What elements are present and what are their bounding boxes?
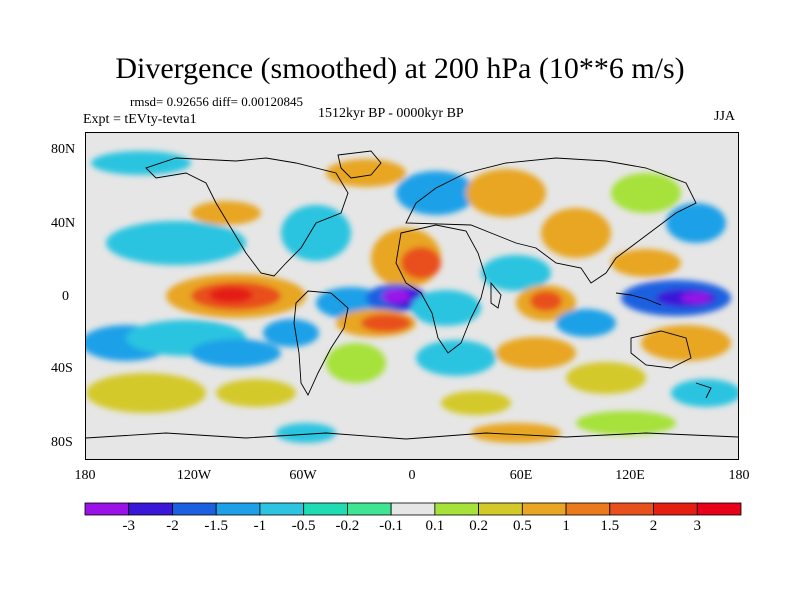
colorbar-label: -0.1 xyxy=(379,518,403,534)
lat-tick-label: 0 xyxy=(62,289,69,304)
colorbar-label: -3 xyxy=(122,518,135,534)
lat-tick-label: 80N xyxy=(51,142,76,157)
stats-text: rmsd= 0.92656 diff= 0.00120845 xyxy=(130,94,303,109)
colorbar-swatch xyxy=(84,502,130,516)
colorbar-swatch xyxy=(696,502,742,516)
coastlines xyxy=(86,150,738,440)
colorbar-swatch xyxy=(521,502,567,516)
lon-tick-label: 60W xyxy=(289,468,317,483)
colorbar-swatch xyxy=(172,502,217,516)
colorbar-label: 1 xyxy=(562,518,570,534)
colorbar xyxy=(84,502,742,516)
colorbar-swatch xyxy=(128,502,173,516)
colorbar-label: -1.5 xyxy=(204,518,229,534)
colorbar-label: 0.1 xyxy=(425,518,445,534)
lon-tick-label: 180 xyxy=(74,468,96,483)
colorbar-swatch xyxy=(259,502,305,516)
colorbar-swatch xyxy=(390,502,436,516)
lat-tick-label: 80S xyxy=(51,435,73,450)
colorbar-swatch xyxy=(653,502,698,516)
divergence-map xyxy=(86,133,738,459)
experiment-label: Expt = tEVty-tevta1 xyxy=(83,112,197,127)
colorbar-swatch xyxy=(303,502,348,516)
lon-tick-label: 120W xyxy=(176,468,212,483)
colorbar-label: 3 xyxy=(693,518,702,534)
colorbar-label: 1.5 xyxy=(600,518,620,534)
chart-title: Divergence (smoothed) at 200 hPa (10**6 … xyxy=(115,52,685,85)
lon-tick-label: 180 xyxy=(728,468,750,483)
period-label: 1512kyr BP - 0000kyr BP xyxy=(318,106,464,121)
colorbar-swatch xyxy=(478,502,523,516)
season-label: JJA xyxy=(714,109,736,124)
lat-tick-label: 40S xyxy=(51,361,73,376)
colorbar-swatch xyxy=(215,502,261,516)
colorbar-label: -0.2 xyxy=(335,518,360,534)
colorbar-label: -1 xyxy=(253,518,267,534)
lon-tick-label: 60E xyxy=(509,468,533,483)
colorbar-label: 0.5 xyxy=(512,518,532,534)
colorbar-swatch xyxy=(434,502,480,516)
colorbar-label: 0.2 xyxy=(469,518,488,534)
lon-tick-label: 120E xyxy=(615,468,645,483)
colorbar-label: -0.5 xyxy=(291,518,316,534)
map-panel xyxy=(85,132,739,460)
lat-tick-label: 40N xyxy=(51,216,76,231)
colorbar-label: 2 xyxy=(649,518,658,534)
colorbar-swatch xyxy=(565,502,611,516)
colorbar-label: -2 xyxy=(166,518,179,534)
colorbar-swatch xyxy=(346,502,392,516)
colorbar-swatch xyxy=(609,502,654,516)
divergence-field xyxy=(86,151,738,443)
lon-tick-label: 0 xyxy=(408,468,416,483)
